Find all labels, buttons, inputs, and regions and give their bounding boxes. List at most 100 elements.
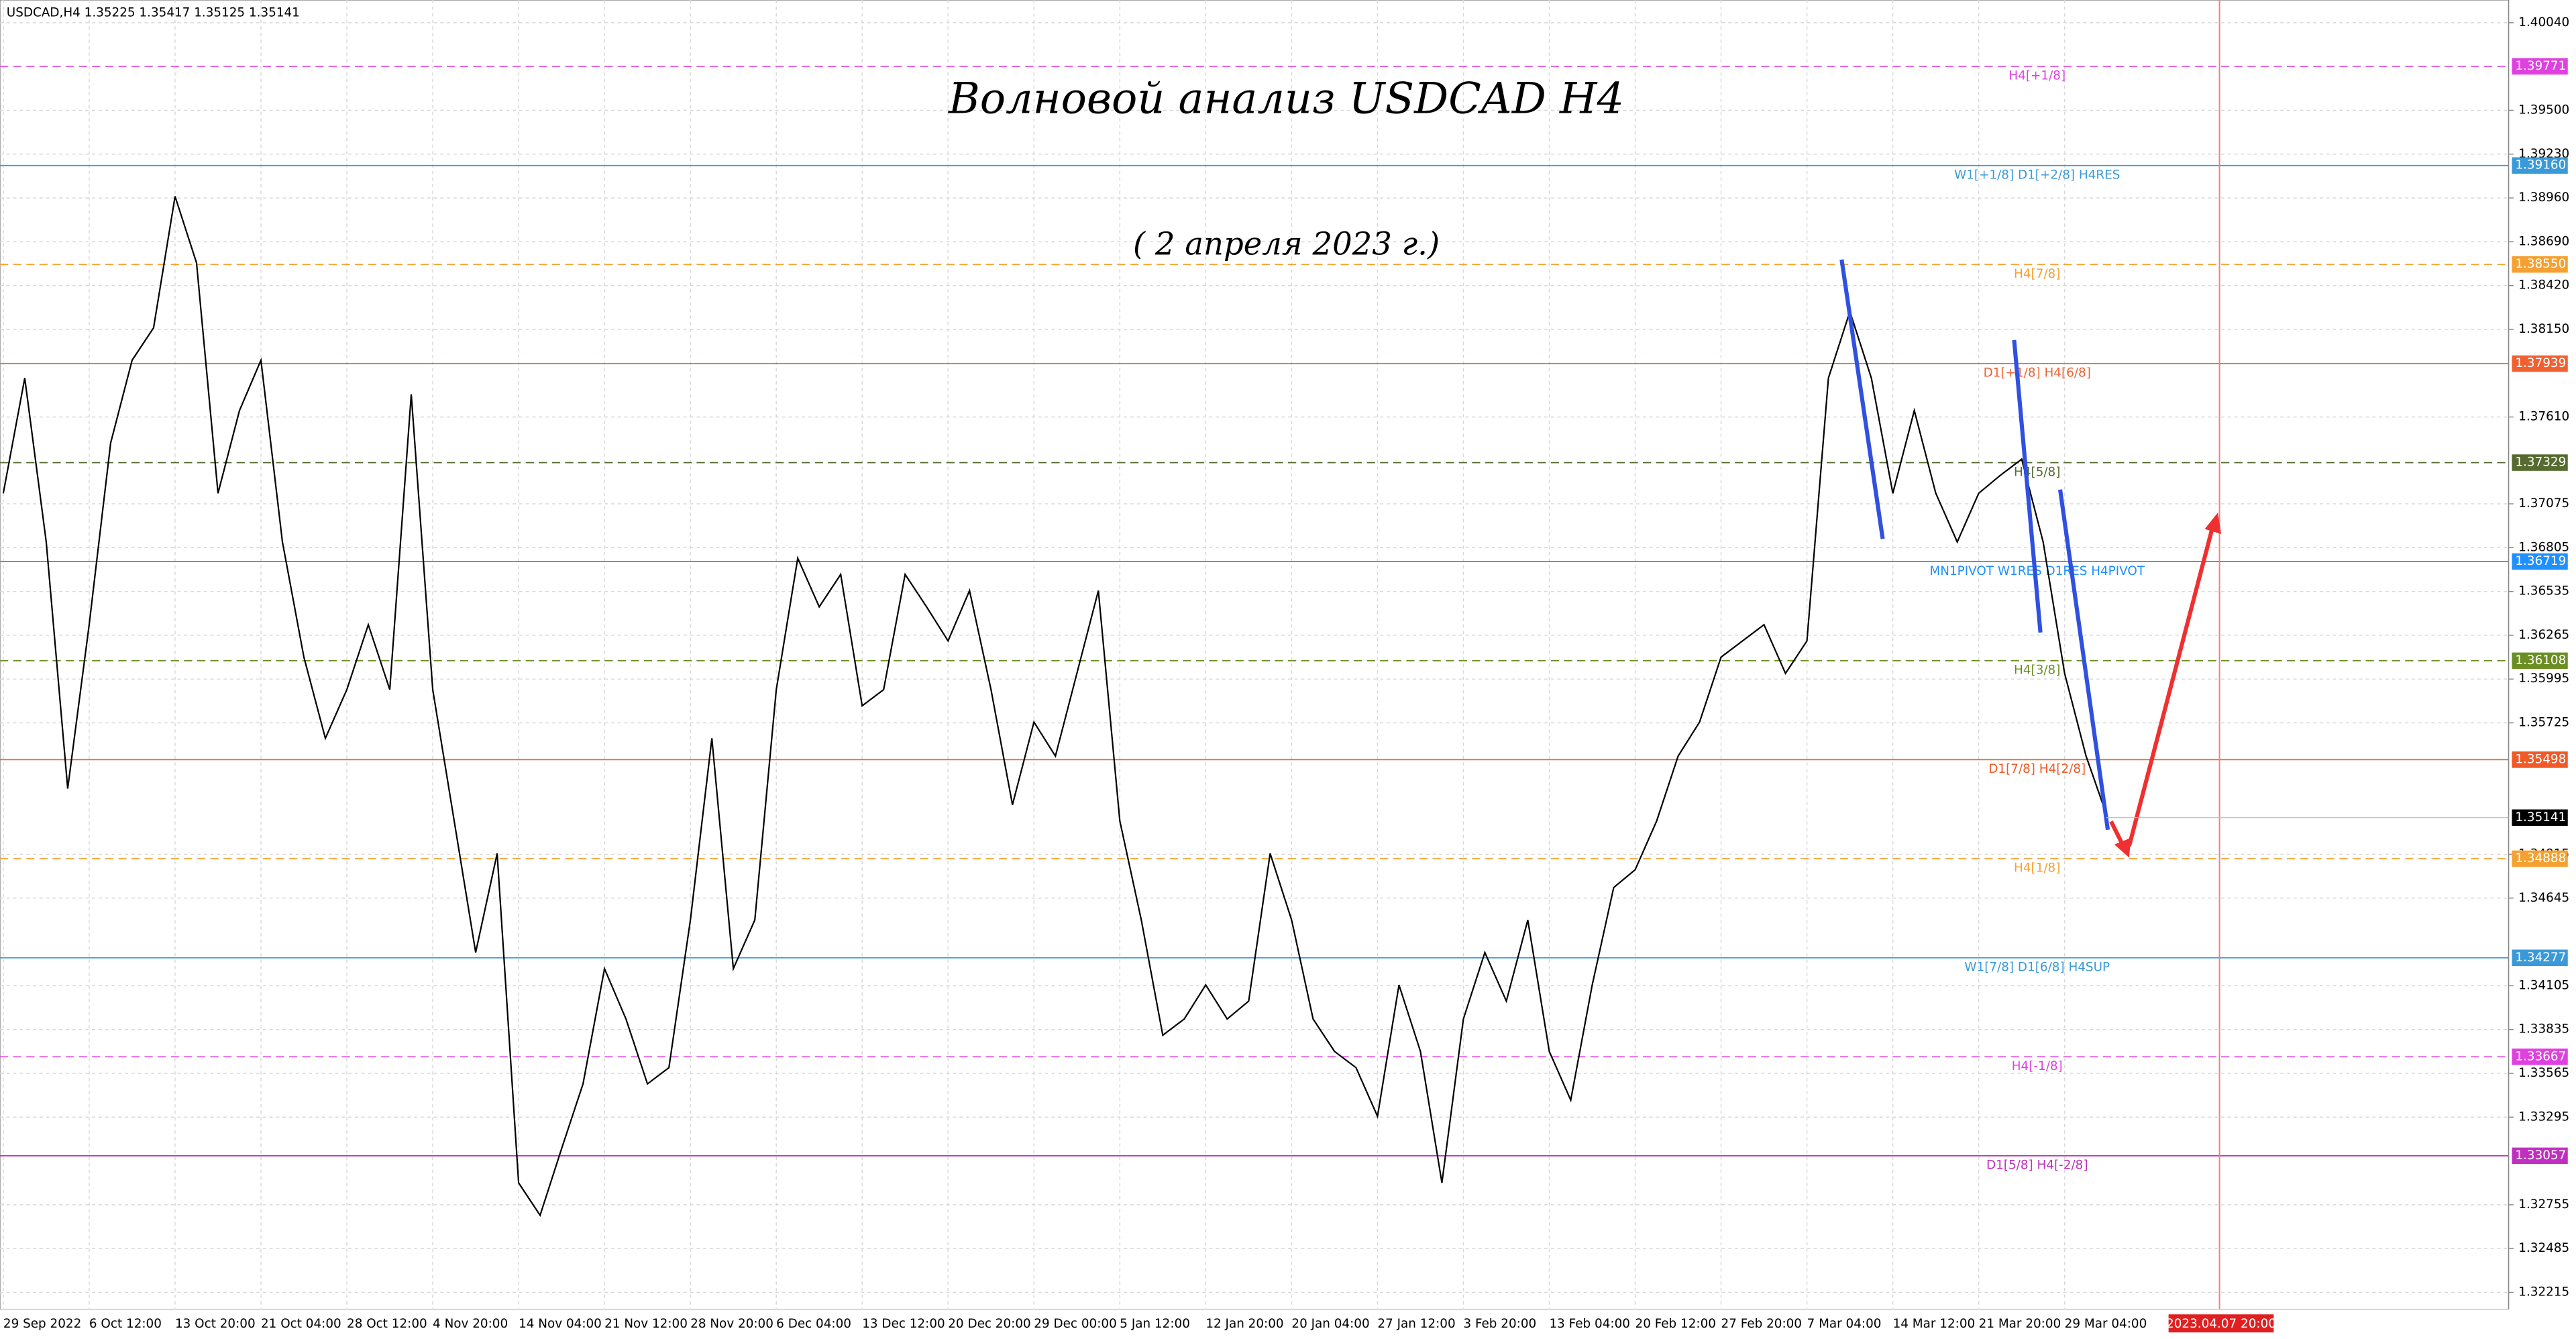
level-price-tag <box>2512 1049 2568 1065</box>
level-price-label: 1.36719 <box>2515 554 2566 568</box>
level-price-tag <box>2512 949 2568 967</box>
y-tick-label: 1.33295 <box>2518 1110 2569 1124</box>
x-tick-label: 6 Dec 04:00 <box>776 1317 851 1331</box>
level-label: D1[+1/8] H4[6/8] <box>1984 366 2091 380</box>
level-price-label: 1.38550 <box>2515 257 2566 271</box>
x-tick-label: 29 Sep 2022 <box>3 1317 81 1331</box>
y-tick-label: 1.37610 <box>2518 410 2569 424</box>
chart-title: Волновой анализ USDCAD H4 <box>948 74 1624 123</box>
level-price-tag <box>2512 157 2568 174</box>
y-tick-label: 1.38150 <box>2518 322 2569 336</box>
x-tick-label: 6 Oct 12:00 <box>89 1317 162 1331</box>
level-label: H4[7/8] <box>2014 267 2060 281</box>
x-tick-label: 28 Oct 12:00 <box>347 1317 427 1331</box>
y-tick-label: 1.33835 <box>2518 1022 2569 1036</box>
axis-labels: 1.400401.395001.392301.389601.386901.384… <box>3 15 2569 1333</box>
level-price-label: 1.35498 <box>2515 752 2566 766</box>
y-tick-label: 1.36535 <box>2518 584 2569 598</box>
future-time-label: 2023.04.07 20:00 <box>2166 1317 2276 1331</box>
level-price-label: 1.33057 <box>2515 1148 2566 1163</box>
level-price-label: 1.34888 <box>2515 851 2566 865</box>
level-price-tag <box>2512 850 2568 867</box>
x-tick-label: 13 Oct 20:00 <box>175 1317 256 1331</box>
x-tick-label: 21 Oct 04:00 <box>261 1317 341 1331</box>
level-price-label: 1.37939 <box>2515 356 2566 370</box>
y-tick-label: 1.33565 <box>2518 1066 2569 1080</box>
level-price-label: 1.33667 <box>2515 1049 2566 1063</box>
y-tick-label: 1.38690 <box>2518 234 2569 248</box>
x-tick-label: 21 Mar 20:00 <box>1979 1317 2061 1331</box>
level-label: H4[5/8] <box>2014 465 2060 479</box>
y-tick-label: 1.34645 <box>2518 891 2569 905</box>
x-axis-panel <box>0 1309 2576 1339</box>
x-tick-label: 3 Feb 20:00 <box>1463 1317 1536 1331</box>
level-price-label: 1.39771 <box>2515 59 2566 73</box>
level-price-label: 1.34277 <box>2515 951 2566 965</box>
level-price-tag <box>2512 751 2568 768</box>
level-price-tag <box>2512 58 2568 75</box>
level-label: W1[7/8] D1[6/8] H4SUP <box>1964 960 2110 974</box>
x-tick-label: 20 Dec 20:00 <box>948 1317 1030 1331</box>
x-tick-label: 27 Feb 20:00 <box>1721 1317 1802 1331</box>
wave-line <box>2012 339 2043 633</box>
x-tick-label: 4 Nov 20:00 <box>433 1317 508 1331</box>
level-price-tag <box>2512 256 2568 273</box>
x-tick-label: 29 Mar 04:00 <box>2065 1317 2147 1331</box>
x-tick-label: 28 Nov 20:00 <box>690 1317 773 1331</box>
wave-annotations <box>1839 259 2222 858</box>
x-tick-label: 13 Feb 04:00 <box>1549 1317 1629 1331</box>
x-tick-label: 20 Feb 12:00 <box>1635 1317 1716 1331</box>
level-price-tag <box>2512 553 2568 570</box>
y-tick-label: 1.34105 <box>2518 978 2569 992</box>
level-price-tag <box>2512 652 2568 670</box>
grid <box>0 0 2509 1309</box>
levels: H4[+1/8] W1[+1/8] D1[+2/8] H4RES H4[7/8] D1… <box>0 66 2509 1173</box>
y-tick-label: 1.36805 <box>2518 540 2569 554</box>
wave-line <box>2057 489 2110 831</box>
future-time-tag <box>2168 1314 2274 1333</box>
x-tick-label: 27 Jan 12:00 <box>1377 1317 1455 1331</box>
x-tick-label: 14 Mar 12:00 <box>1893 1317 1976 1331</box>
forecast-arrow <box>2127 525 2215 847</box>
plot-area <box>0 0 2510 1310</box>
y-axis-panel <box>2508 0 2576 1339</box>
level-price-label: 1.37329 <box>2515 456 2566 470</box>
current-price-label: 1.35141 <box>2515 810 2566 824</box>
x-tick-label: 29 Dec 00:00 <box>1034 1317 1116 1331</box>
price-series <box>2 196 2108 1218</box>
current-price-tag <box>2512 809 2568 826</box>
x-tick-label: 12 Jan 20:00 <box>1205 1317 1283 1331</box>
level-price-label: 1.39160 <box>2515 158 2566 172</box>
x-tick-label: 14 Nov 04:00 <box>519 1317 602 1331</box>
x-tick-label: 21 Nov 12:00 <box>604 1317 688 1331</box>
arrow-head <box>2204 513 2222 534</box>
level-price-tag <box>2512 454 2568 471</box>
level-label: D1[7/8] H4[2/8] <box>1988 762 2086 776</box>
header: USDCAD,H4 1.35225 1.35417 1.35125 1.3514… <box>7 6 300 20</box>
price-line <box>2 196 2108 1218</box>
y-tick-label: 1.35995 <box>2518 672 2569 686</box>
level-label: W1[+1/8] D1[+2/8] H4RES <box>1954 168 2120 182</box>
y-tick-label: 1.38960 <box>2518 191 2569 205</box>
chart-subtitle: ( 2 апреля 2023 г.) <box>1133 225 1440 262</box>
y-tick-label: 1.32485 <box>2518 1241 2569 1255</box>
y-tick-label: 1.36265 <box>2518 628 2569 642</box>
y-tick-label: 1.38420 <box>2518 278 2569 292</box>
level-label: H4[-1/8] <box>2012 1059 2063 1073</box>
y-tick-label: 1.40040 <box>2518 15 2569 30</box>
level-price-tag <box>2512 355 2568 372</box>
x-tick-label: 7 Mar 04:00 <box>1807 1317 1882 1331</box>
y-tick-label: 1.35725 <box>2518 716 2569 730</box>
level-label: D1[5/8] H4[-2/8] <box>1986 1159 2088 1173</box>
x-tick-label: 5 Jan 12:00 <box>1120 1317 1190 1331</box>
level-label: H4[3/8] <box>2014 663 2060 678</box>
x-tick-label: 13 Dec 12:00 <box>862 1317 945 1331</box>
level-price-tag <box>2512 1147 2568 1165</box>
level-label: H4[1/8] <box>2014 861 2060 875</box>
y-tick-label: 1.39500 <box>2518 103 2569 117</box>
wave-line <box>1839 259 1885 539</box>
y-tick-label: 1.37075 <box>2518 496 2569 511</box>
level-label: MN1PIVOT W1RES D1RES H4PIVOT <box>1929 564 2145 578</box>
